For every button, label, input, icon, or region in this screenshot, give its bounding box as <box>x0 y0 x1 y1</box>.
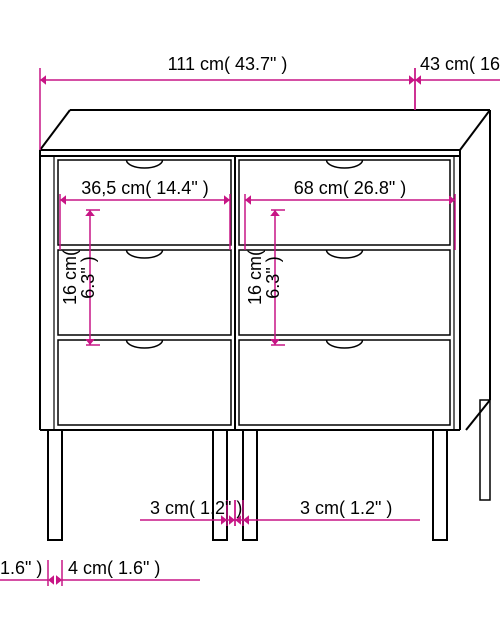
dimension-label: 36,5 cm( 14.4" ) <box>81 178 208 198</box>
dimension-label: 3 cm( 1.2" ) <box>150 498 242 518</box>
drawer-handle <box>127 340 163 348</box>
dimension-vertical: 16 cm(6.3" ) <box>245 210 285 345</box>
dimension-label: 6.3" ) <box>263 256 283 298</box>
drawer <box>58 340 231 425</box>
dim-depth-top: 43 cm( 16. <box>415 54 500 110</box>
drawer-handle <box>327 160 363 168</box>
drawer-handle <box>327 340 363 348</box>
furniture-leg <box>480 400 490 500</box>
dimension-label: 111 cm( 43.7" ) <box>168 54 288 74</box>
dim-leg-width-left: 1.6" ) <box>0 558 62 586</box>
drawer-handle <box>327 250 363 258</box>
dimension-label: 3 cm( 1.2" ) <box>300 498 392 518</box>
dimension-label: 16 cm( <box>60 250 80 305</box>
dimension-label: 1.6" ) <box>0 558 42 578</box>
dimension-label: 16 cm( <box>245 250 265 305</box>
furniture-outline <box>40 110 490 540</box>
drawer-handle <box>127 250 163 258</box>
furniture-leg <box>433 430 447 540</box>
dim-left-width: 36,5 cm( 14.4" ) <box>60 178 230 250</box>
furniture-leg <box>213 430 227 540</box>
dim-width-top: 111 cm( 43.7" ) <box>40 54 415 150</box>
dim-leg-gap-left: 3 cm( 1.2" ) <box>140 498 242 526</box>
dimension-label: 4 cm( 1.6" ) <box>68 558 160 578</box>
furniture-leg <box>243 430 257 540</box>
drawer <box>239 160 450 245</box>
dim-leg-width-right: 4 cm( 1.6" ) <box>56 558 200 585</box>
dimension-label: 43 cm( 16. <box>420 54 500 74</box>
dimension-label: 68 cm( 26.8" ) <box>294 178 406 198</box>
furniture-leg <box>48 430 62 540</box>
dimension-label: 6.3" ) <box>78 256 98 298</box>
drawer <box>239 340 450 425</box>
dimension-vertical: 16 cm(6.3" ) <box>60 210 100 345</box>
drawer <box>58 160 231 245</box>
drawer-handle <box>127 160 163 168</box>
